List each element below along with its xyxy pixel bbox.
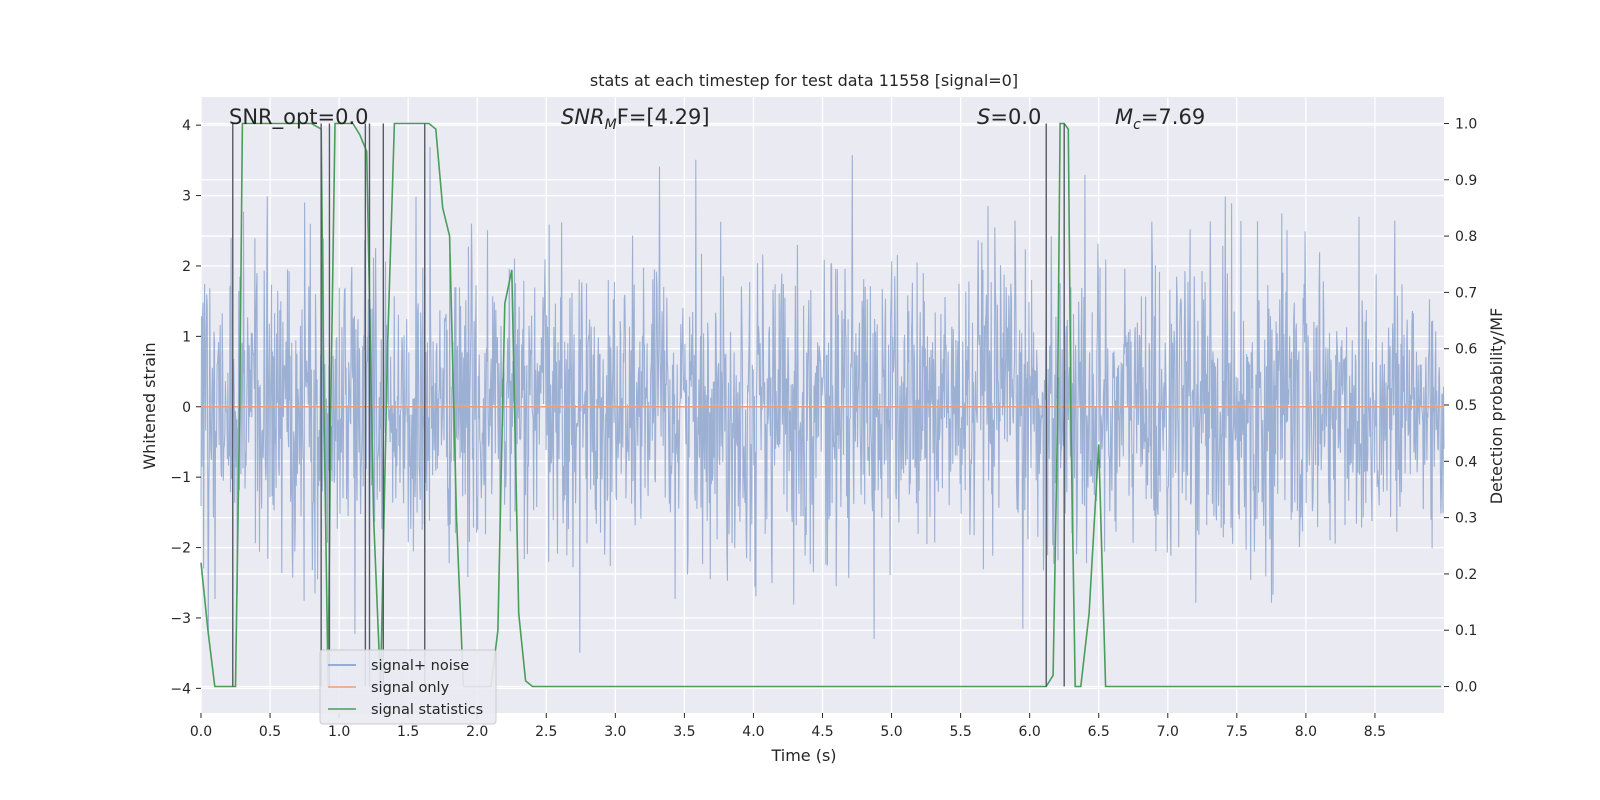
x-tick-label: 5.0 — [880, 724, 902, 740]
annotation-mc: Mc=7.69 — [1115, 105, 1205, 133]
y-tick-label-right: 0.8 — [1455, 229, 1477, 245]
x-axis-label: Time (s) — [770, 746, 836, 765]
legend: signal+ noise signal only signal statist… — [319, 649, 497, 725]
x-tick-label: 2.5 — [535, 724, 557, 740]
y-tick-label-left: 4 — [182, 118, 191, 134]
legend-label-stats: signal statistics — [371, 702, 483, 718]
series-signal-noise — [200, 146, 1445, 653]
y-tick-label-right: 0.2 — [1455, 567, 1477, 583]
x-tick-label: 7.5 — [1226, 724, 1248, 740]
y-tick-label-left: 2 — [182, 259, 191, 275]
y-tick-label-left: −2 — [170, 541, 191, 557]
detection-markers — [232, 123, 1065, 687]
legend-label-signal: signal only — [371, 680, 450, 696]
y-tick-label-right: 0.6 — [1455, 342, 1477, 358]
y-tick-label-left: 3 — [182, 189, 191, 205]
x-tick-label: 6.5 — [1088, 724, 1110, 740]
chart-title: stats at each timestep for test data 115… — [590, 71, 1018, 90]
x-tick-label: 2.0 — [466, 724, 488, 740]
series-signal-statistics — [200, 122, 1442, 688]
x-tick-label: 8.5 — [1364, 724, 1386, 740]
x-tick-label: 4.0 — [742, 724, 764, 740]
annotation-s: S=0.0 — [977, 105, 1041, 129]
y-tick-label-right: 0.1 — [1455, 623, 1477, 639]
y-tick-label-left: −3 — [170, 611, 191, 627]
y-tick-label-left: −1 — [170, 470, 191, 486]
y-tick-label-right: 0.4 — [1455, 454, 1477, 470]
y-tick-label-right: 0.9 — [1455, 173, 1477, 189]
x-tick-label: 5.5 — [949, 724, 971, 740]
y-tick-label-right: 0.0 — [1455, 680, 1477, 696]
x-tick-label: 4.5 — [811, 724, 833, 740]
x-tick-label: 1.0 — [328, 724, 350, 740]
x-tick-label: 3.0 — [604, 724, 626, 740]
stats-line — [200, 122, 1442, 688]
y-tick-label-right: 0.7 — [1455, 285, 1477, 301]
x-tick-label: 0.0 — [190, 724, 212, 740]
x-tick-label: 3.5 — [673, 724, 695, 740]
y-tick-label-left: 0 — [182, 400, 191, 416]
x-tick-label: 1.5 — [397, 724, 419, 740]
x-tick-label: 8.0 — [1295, 724, 1317, 740]
x-tick-label: 0.5 — [259, 724, 281, 740]
noise-line — [200, 146, 1445, 653]
y-axis-label-right: Detection probability/MF — [1487, 308, 1506, 505]
y-axis-label-left: Whitened strain — [140, 342, 159, 469]
legend-label-noise: signal+ noise — [371, 658, 469, 674]
y-tick-label-right: 1.0 — [1455, 116, 1477, 132]
y-tick-label-left: 1 — [182, 329, 191, 345]
legend-box — [319, 649, 497, 725]
y-tick-label-right: 0.5 — [1455, 398, 1477, 414]
annotation-snr-opt: SNR_opt=0.0 — [229, 105, 369, 130]
y-tick-label-right: 0.3 — [1455, 511, 1477, 527]
y-tick-label-left: −4 — [170, 681, 191, 697]
x-tick-label: 7.0 — [1157, 724, 1179, 740]
annotation-snr-mf: SNRMF=[4.29] — [561, 105, 710, 133]
x-tick-label: 6.0 — [1019, 724, 1041, 740]
